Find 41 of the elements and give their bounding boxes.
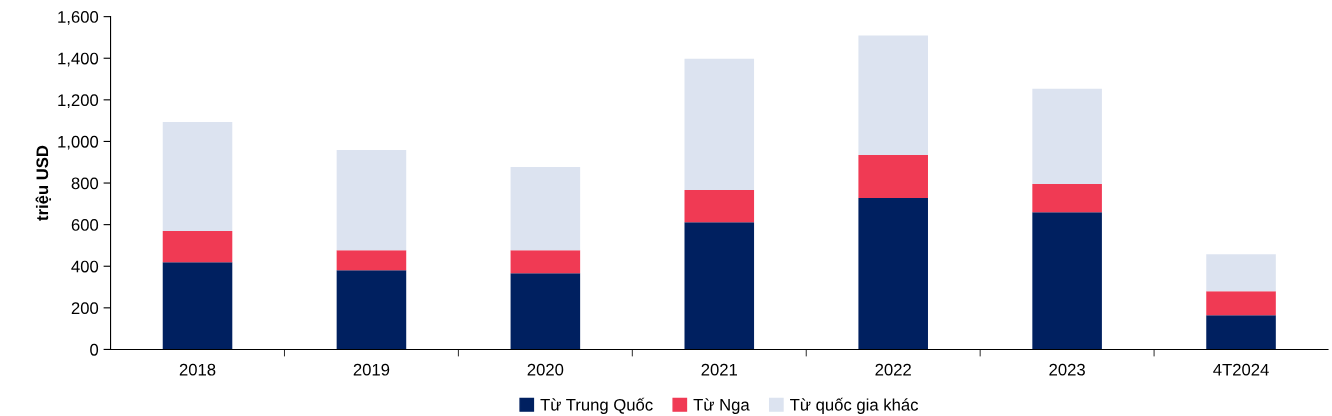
y-tick-label: 0 [90,343,99,356]
bar [1206,291,1276,316]
bar [1032,212,1102,350]
bar [858,154,928,199]
y-axis-title: triệu USD [35,145,52,221]
y-tick-label: 1,600 [58,11,99,25]
bar [858,35,928,155]
legend-label: Từ Nga [693,398,750,414]
bar [162,262,233,350]
bar [336,149,407,251]
bar [1206,315,1276,350]
y-tick-label: 1,000 [58,135,99,150]
bar [1032,184,1102,213]
legend-label: Từ Trung Quốc [540,397,653,414]
bar [162,231,233,263]
y-tick-label: 800 [71,177,99,190]
x-tick-label: 2019 [353,363,390,376]
bar [858,198,928,350]
y-tick-label: 600 [71,219,99,231]
x-tick-label: 4T2024 [1213,363,1269,376]
bar [684,222,755,350]
bar [510,250,581,274]
x-tick-label: 2018 [179,363,216,376]
x-tick-label: 2021 [701,363,738,376]
x-tick-label: 2023 [1049,363,1085,376]
bar [336,270,407,350]
bar [510,167,581,251]
bar [510,273,581,350]
y-tick-label: 200 [71,302,99,315]
x-tick-label: 2020 [527,363,564,376]
x-tick-label: 2022 [875,363,911,376]
y-tick-label: 1,200 [58,94,99,109]
bar [1032,88,1102,185]
bar [684,58,755,191]
y-tick-label: 1,400 [58,52,99,67]
bar [1206,254,1276,292]
bar [684,190,755,223]
y-tick-label: 400 [71,260,99,273]
legend-label: Từ quốc gia khác [790,397,919,414]
bar [162,121,233,232]
bar [336,250,407,271]
